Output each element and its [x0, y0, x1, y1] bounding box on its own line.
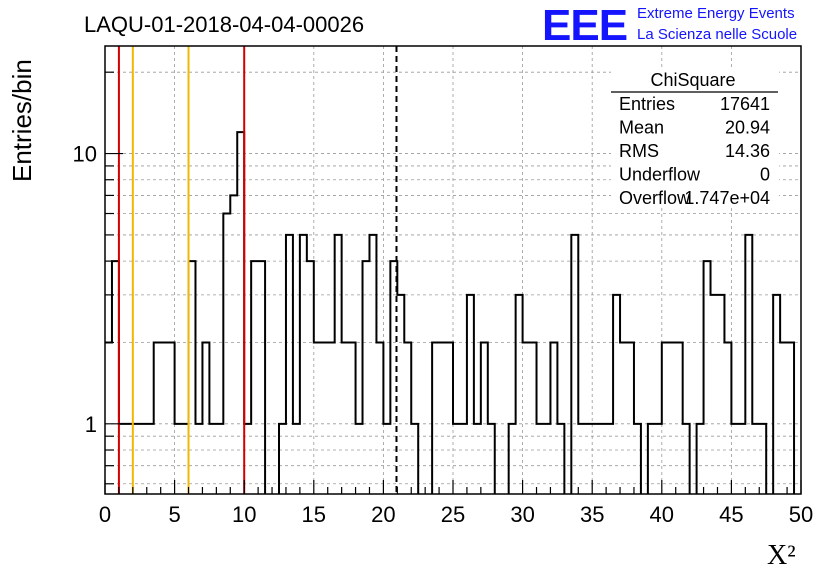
stats-row-value: 14.36 [725, 141, 770, 161]
x-tick-label: 50 [789, 502, 813, 527]
y-tick-label: 1 [85, 412, 97, 437]
x-tick-label: 25 [441, 502, 465, 527]
logo-line-1: Extreme Energy Events [637, 5, 795, 22]
x-tick-label: 30 [510, 502, 534, 527]
histogram [105, 131, 796, 494]
x-tick-label: 10 [232, 502, 256, 527]
eee-logo: EEE Extreme Energy Events La Scienza nel… [542, 1, 797, 50]
histogram-outline [105, 131, 796, 494]
x-tick-label: 15 [302, 502, 326, 527]
stats-row-value: 1.747e+04 [684, 188, 770, 208]
x-tick-label: 0 [99, 502, 111, 527]
stats-row-value: 20.94 [725, 118, 770, 138]
marker-lines [117, 46, 398, 494]
y-tick-label: 10 [73, 142, 97, 167]
x-tick-label: 20 [371, 502, 395, 527]
x-tick-label: 40 [650, 502, 674, 527]
stats-box: ChiSquare Entries 17641 Mean 20.94 RMS 14.36 U… [611, 68, 779, 208]
stats-row-label: Mean [619, 118, 664, 138]
x-tick-label: 5 [168, 502, 180, 527]
stats-row-label: Entries [619, 94, 675, 114]
x-tick-label: 35 [580, 502, 604, 527]
y-axis-label: Entries/bin [7, 59, 37, 182]
stats-row-label: Underflow [619, 165, 701, 185]
stats-row-label: Overflow [619, 188, 691, 208]
logo-line-2: La Scienza nelle Scuole [637, 26, 797, 43]
stats-row-label: RMS [619, 141, 659, 161]
logo-text: EEE [542, 1, 627, 50]
y-axis: 1 10 [73, 71, 123, 485]
x-tick-label: 45 [719, 502, 743, 527]
stats-box-title: ChiSquare [650, 70, 735, 90]
stats-row-value: 17641 [720, 94, 770, 114]
x-axis: 0 5 10 15 20 25 30 35 40 45 50 [99, 480, 813, 527]
run-title: LAQU-01-2018-04-04-00026 [84, 12, 364, 37]
x-axis-label: X² [767, 540, 796, 571]
stats-row-value: 0 [760, 165, 770, 185]
